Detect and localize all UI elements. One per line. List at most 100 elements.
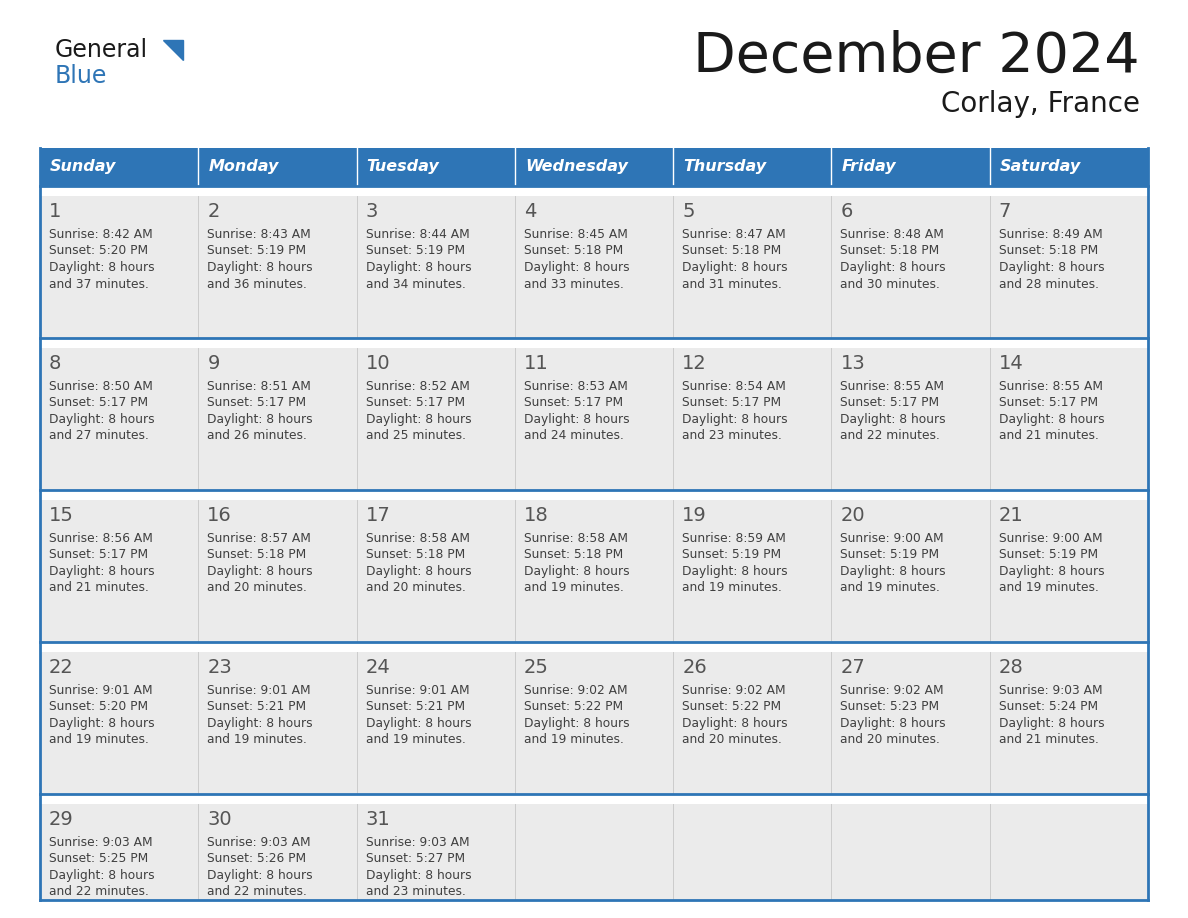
Text: Daylight: 8 hours: Daylight: 8 hours <box>207 717 312 730</box>
Text: 2: 2 <box>207 202 220 221</box>
Text: and 30 minutes.: and 30 minutes. <box>840 277 941 290</box>
Text: Daylight: 8 hours: Daylight: 8 hours <box>999 413 1105 426</box>
Text: and 22 minutes.: and 22 minutes. <box>840 430 941 442</box>
Bar <box>832 499 990 642</box>
Text: Sunset: 5:18 PM: Sunset: 5:18 PM <box>366 548 465 561</box>
Bar <box>198 196 356 338</box>
Text: and 19 minutes.: and 19 minutes. <box>49 733 148 746</box>
Text: Daylight: 8 hours: Daylight: 8 hours <box>49 565 154 577</box>
Text: December 2024: December 2024 <box>694 30 1140 84</box>
Text: 7: 7 <box>999 202 1011 221</box>
Text: and 34 minutes.: and 34 minutes. <box>366 277 466 290</box>
Text: Sunrise: 9:02 AM: Sunrise: 9:02 AM <box>524 684 627 697</box>
Bar <box>674 652 832 794</box>
Text: Daylight: 8 hours: Daylight: 8 hours <box>524 717 630 730</box>
Bar <box>198 652 356 794</box>
Text: Sunset: 5:24 PM: Sunset: 5:24 PM <box>999 700 1098 713</box>
Text: Sunrise: 9:01 AM: Sunrise: 9:01 AM <box>207 684 311 697</box>
Text: 28: 28 <box>999 657 1024 677</box>
Text: Sunrise: 9:02 AM: Sunrise: 9:02 AM <box>682 684 785 697</box>
Bar <box>40 803 198 900</box>
Text: and 19 minutes.: and 19 minutes. <box>999 581 1099 594</box>
Text: Daylight: 8 hours: Daylight: 8 hours <box>682 261 788 274</box>
Text: Sunset: 5:25 PM: Sunset: 5:25 PM <box>49 852 148 865</box>
Text: and 20 minutes.: and 20 minutes. <box>207 581 308 594</box>
Text: Sunrise: 8:51 AM: Sunrise: 8:51 AM <box>207 380 311 393</box>
Text: 4: 4 <box>524 202 536 221</box>
Text: 9: 9 <box>207 354 220 373</box>
Text: Sunrise: 9:01 AM: Sunrise: 9:01 AM <box>366 684 469 697</box>
Text: and 20 minutes.: and 20 minutes. <box>366 581 466 594</box>
Text: Sunset: 5:17 PM: Sunset: 5:17 PM <box>524 397 623 409</box>
Text: Sunset: 5:17 PM: Sunset: 5:17 PM <box>999 397 1098 409</box>
Text: Daylight: 8 hours: Daylight: 8 hours <box>840 413 946 426</box>
Text: Sunrise: 9:00 AM: Sunrise: 9:00 AM <box>840 532 944 544</box>
Bar <box>40 196 198 338</box>
Text: Sunset: 5:26 PM: Sunset: 5:26 PM <box>207 852 307 865</box>
Text: Sunrise: 8:53 AM: Sunrise: 8:53 AM <box>524 380 627 393</box>
Text: Sunset: 5:23 PM: Sunset: 5:23 PM <box>840 700 940 713</box>
Text: and 19 minutes.: and 19 minutes. <box>840 581 941 594</box>
Bar <box>674 348 832 490</box>
Text: 10: 10 <box>366 354 390 373</box>
Text: 20: 20 <box>840 506 865 525</box>
Text: and 19 minutes.: and 19 minutes. <box>682 581 782 594</box>
Polygon shape <box>163 40 183 60</box>
Bar <box>356 196 514 338</box>
Text: and 20 minutes.: and 20 minutes. <box>840 733 941 746</box>
Text: Sunrise: 8:48 AM: Sunrise: 8:48 AM <box>840 228 944 241</box>
Text: Daylight: 8 hours: Daylight: 8 hours <box>524 413 630 426</box>
Text: Sunrise: 9:03 AM: Sunrise: 9:03 AM <box>999 684 1102 697</box>
Bar <box>832 196 990 338</box>
Text: Daylight: 8 hours: Daylight: 8 hours <box>682 717 788 730</box>
Text: Sunrise: 8:52 AM: Sunrise: 8:52 AM <box>366 380 469 393</box>
Text: and 25 minutes.: and 25 minutes. <box>366 430 466 442</box>
Text: Tuesday: Tuesday <box>367 160 440 174</box>
Bar <box>514 348 674 490</box>
Text: and 19 minutes.: and 19 minutes. <box>524 581 624 594</box>
Text: Sunrise: 8:56 AM: Sunrise: 8:56 AM <box>49 532 153 544</box>
Bar <box>990 499 1148 642</box>
Bar <box>514 196 674 338</box>
Text: Daylight: 8 hours: Daylight: 8 hours <box>366 413 472 426</box>
Text: and 23 minutes.: and 23 minutes. <box>682 430 782 442</box>
Text: Sunset: 5:17 PM: Sunset: 5:17 PM <box>840 397 940 409</box>
Bar <box>198 348 356 490</box>
Text: 5: 5 <box>682 202 695 221</box>
Bar <box>356 499 514 642</box>
Text: Daylight: 8 hours: Daylight: 8 hours <box>49 868 154 881</box>
Text: Sunrise: 9:03 AM: Sunrise: 9:03 AM <box>366 835 469 848</box>
Text: General: General <box>55 38 148 62</box>
Text: Daylight: 8 hours: Daylight: 8 hours <box>366 565 472 577</box>
Bar <box>990 803 1148 900</box>
Bar <box>514 148 674 186</box>
Bar <box>674 148 832 186</box>
Text: 24: 24 <box>366 657 391 677</box>
Text: and 36 minutes.: and 36 minutes. <box>207 277 308 290</box>
Text: 30: 30 <box>207 810 232 829</box>
Text: 22: 22 <box>49 657 74 677</box>
Text: Sunrise: 9:02 AM: Sunrise: 9:02 AM <box>840 684 944 697</box>
Text: Sunset: 5:20 PM: Sunset: 5:20 PM <box>49 700 148 713</box>
Text: Sunset: 5:19 PM: Sunset: 5:19 PM <box>999 548 1098 561</box>
Text: Daylight: 8 hours: Daylight: 8 hours <box>49 717 154 730</box>
Text: Daylight: 8 hours: Daylight: 8 hours <box>207 565 312 577</box>
Text: Sunset: 5:27 PM: Sunset: 5:27 PM <box>366 852 465 865</box>
Text: Daylight: 8 hours: Daylight: 8 hours <box>366 868 472 881</box>
Bar <box>990 348 1148 490</box>
Text: Sunrise: 8:55 AM: Sunrise: 8:55 AM <box>999 380 1102 393</box>
Bar <box>990 196 1148 338</box>
Text: Sunset: 5:19 PM: Sunset: 5:19 PM <box>366 244 465 258</box>
Text: 16: 16 <box>207 506 232 525</box>
Text: 13: 13 <box>840 354 865 373</box>
Text: and 20 minutes.: and 20 minutes. <box>682 733 782 746</box>
Text: Corlay, France: Corlay, France <box>941 90 1140 118</box>
Text: Sunset: 5:17 PM: Sunset: 5:17 PM <box>366 397 465 409</box>
Text: Daylight: 8 hours: Daylight: 8 hours <box>999 565 1105 577</box>
Text: Sunrise: 8:54 AM: Sunrise: 8:54 AM <box>682 380 786 393</box>
Text: and 21 minutes.: and 21 minutes. <box>999 430 1099 442</box>
Text: and 22 minutes.: and 22 minutes. <box>49 885 148 898</box>
Text: Sunset: 5:18 PM: Sunset: 5:18 PM <box>524 548 624 561</box>
Text: Sunset: 5:20 PM: Sunset: 5:20 PM <box>49 244 148 258</box>
Bar <box>40 348 198 490</box>
